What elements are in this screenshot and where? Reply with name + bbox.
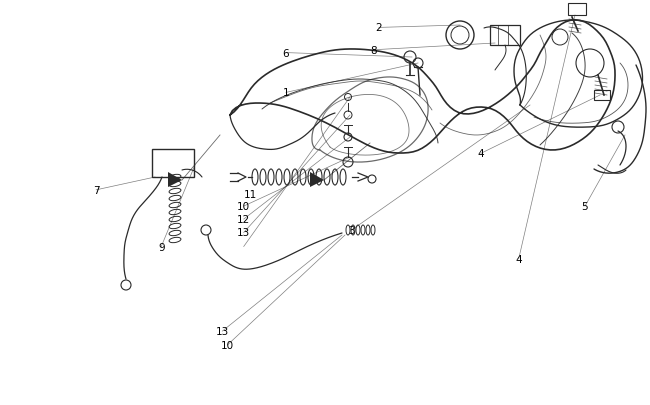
Text: 10: 10 [237,202,250,211]
FancyBboxPatch shape [594,91,610,101]
Text: 13: 13 [216,326,229,336]
Text: 4: 4 [515,254,522,264]
Text: 11: 11 [244,190,257,199]
Text: 5: 5 [582,202,588,211]
FancyBboxPatch shape [490,26,520,46]
Text: 3: 3 [348,226,354,236]
Text: 6: 6 [283,49,289,58]
Text: 4: 4 [478,149,484,159]
Text: 10: 10 [221,340,234,350]
Text: 9: 9 [158,242,164,252]
Polygon shape [310,173,324,188]
Text: 8: 8 [370,46,377,55]
Text: 1: 1 [283,88,289,98]
FancyBboxPatch shape [568,4,586,16]
Text: 12: 12 [237,215,250,224]
FancyBboxPatch shape [152,149,194,177]
Polygon shape [168,173,182,188]
Text: 7: 7 [93,185,99,195]
Text: 13: 13 [237,228,250,238]
Text: 2: 2 [376,23,382,33]
